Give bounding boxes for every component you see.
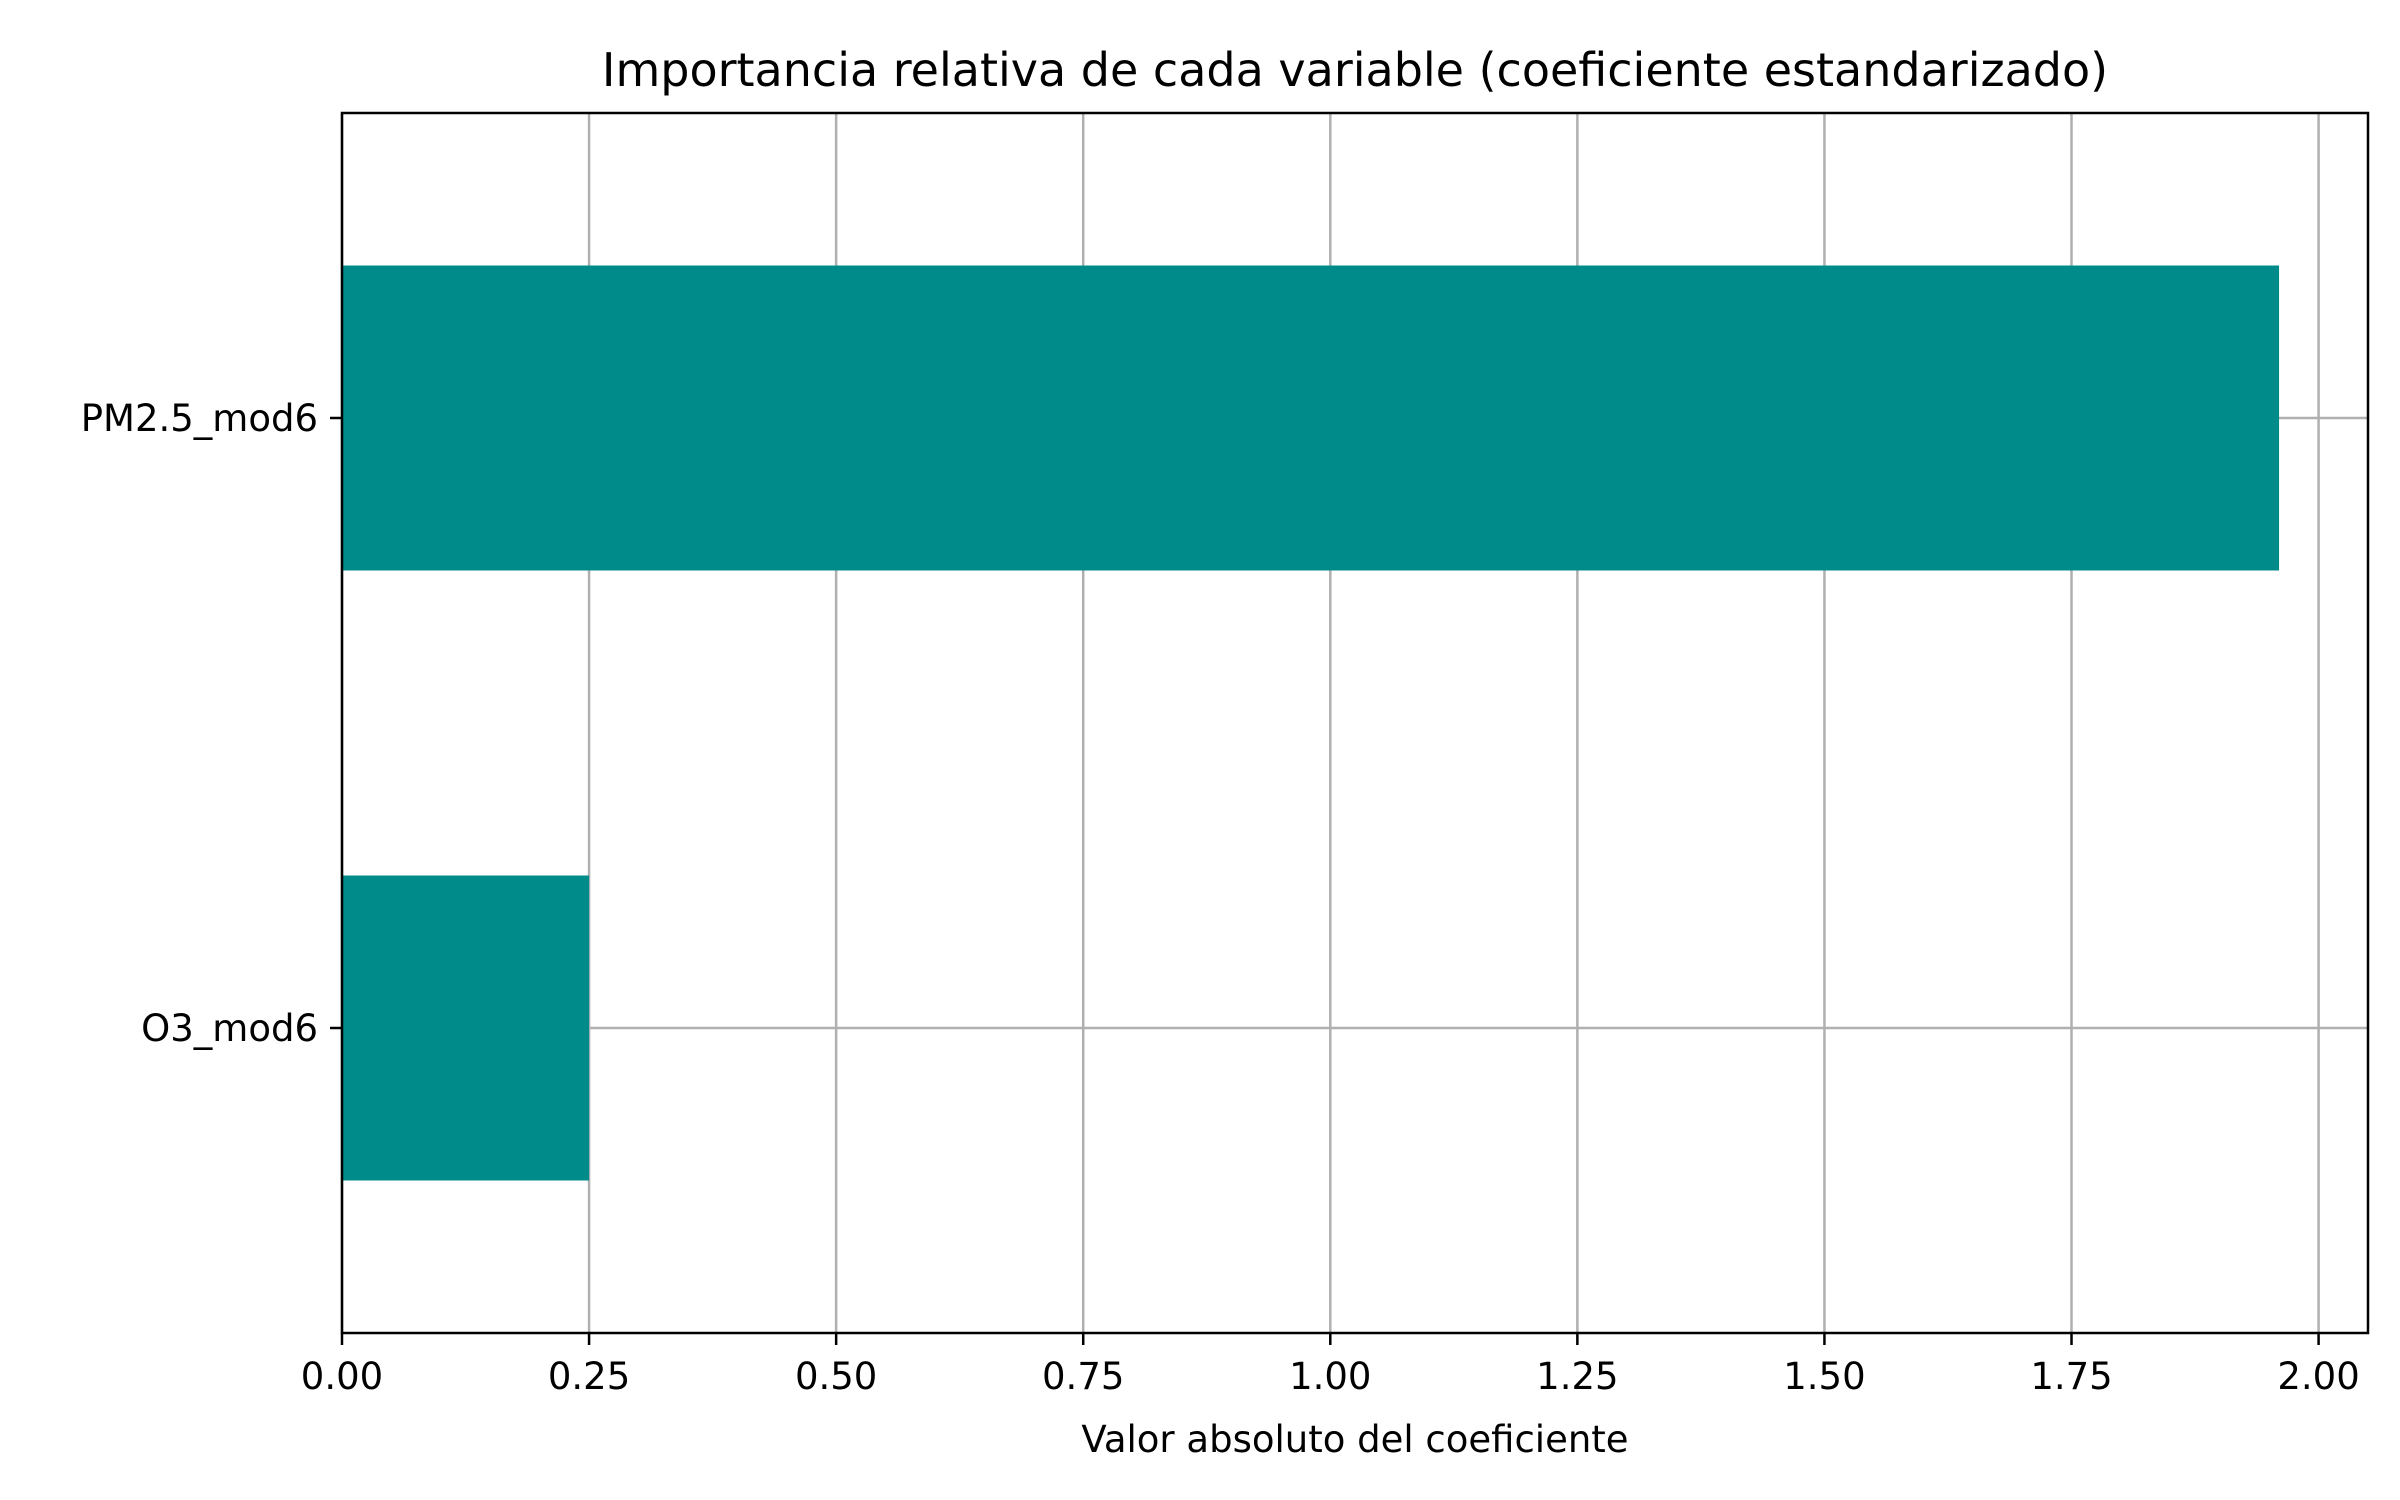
x-tick-label: 0.25	[548, 1355, 630, 1398]
x-axis-label: Valor absoluto del coeficiente	[1081, 1418, 1628, 1461]
bar-layer	[342, 265, 2280, 1181]
x-tick-label: 0.50	[795, 1355, 877, 1398]
plot-frame	[340, 111, 2370, 1335]
bar-o3-mod6	[342, 875, 590, 1181]
x-tick-label: 1.00	[1289, 1355, 1371, 1398]
x-tick-label: 0.75	[1042, 1355, 1124, 1398]
x-tick-label: 0.00	[301, 1355, 383, 1398]
y-tick-label: O3_mod6	[141, 1007, 318, 1050]
x-tick-label: 2.00	[2277, 1355, 2359, 1398]
chart-title: Importancia relativa de cada variable (c…	[602, 43, 2108, 97]
x-tick-label: 1.50	[1783, 1355, 1865, 1398]
x-tick-label: 1.25	[1536, 1355, 1618, 1398]
x-tick-label: 1.75	[2030, 1355, 2112, 1398]
tick-layer: 0.00 0.25 0.50 0.75 1.00 1.25 1.50 1.75 2.00 O3_m…	[81, 397, 2360, 1398]
bar-pm2-5-mod6	[342, 265, 2280, 571]
y-tick-label: PM2.5_mod6	[81, 397, 318, 440]
